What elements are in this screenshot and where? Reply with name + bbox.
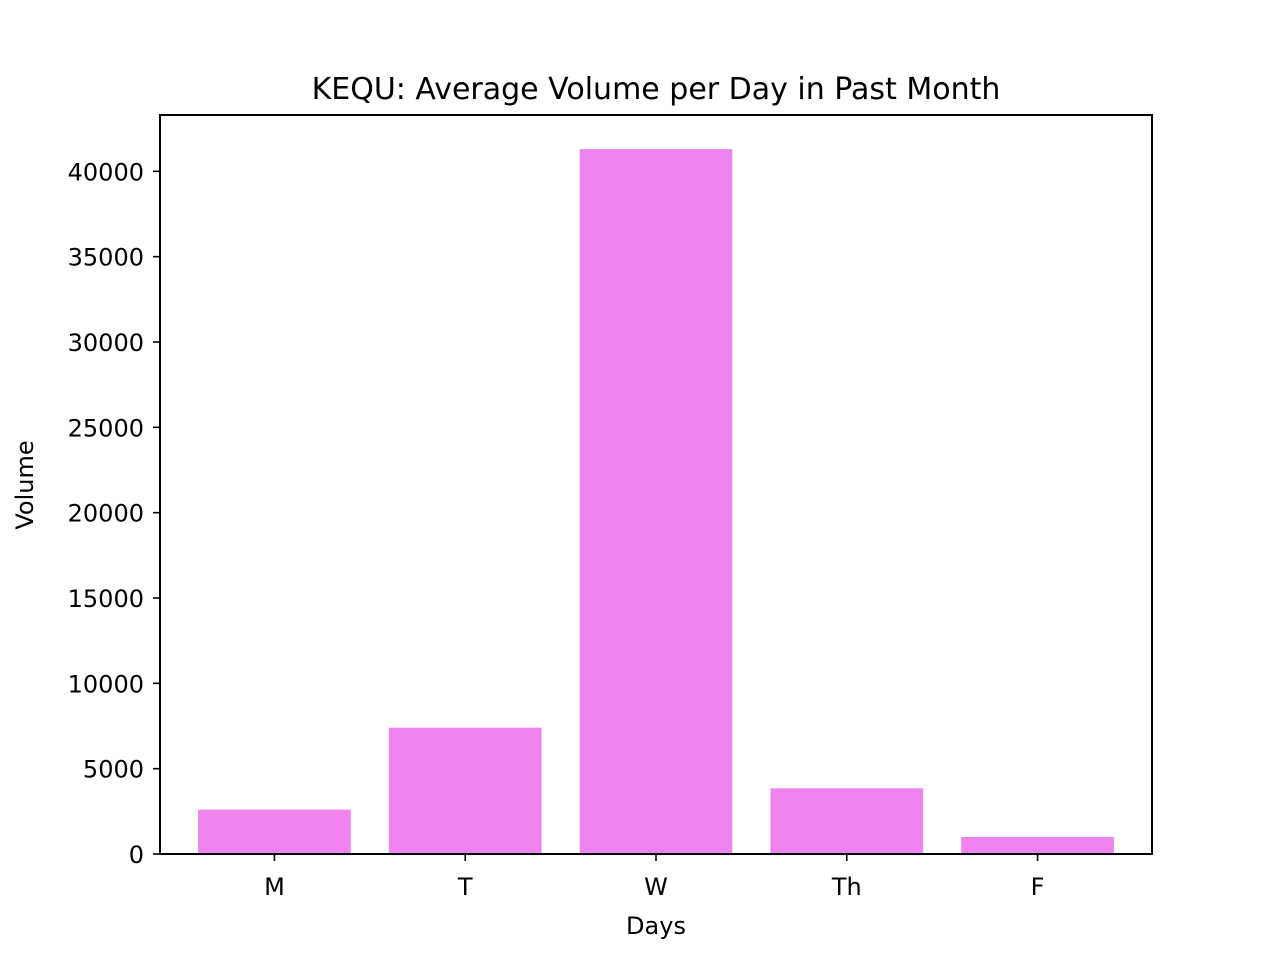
y-tick-label: 25000 (68, 414, 144, 442)
x-tick-label: Th (831, 873, 862, 901)
x-ticks-group: M T W Th F (264, 854, 1044, 901)
x-tick-label: T (457, 873, 473, 901)
x-tick-label: W (644, 873, 668, 901)
y-tick-label: 40000 (68, 158, 144, 186)
bar-m (198, 809, 351, 854)
bar-th (770, 788, 924, 854)
y-tick-label: 30000 (68, 329, 144, 357)
y-tick-label: 0 (129, 841, 144, 869)
y-tick-label: 15000 (68, 585, 144, 613)
axes-frame (159, 114, 1153, 855)
chart-title: KEQU: Average Volume per Day in Past Mon… (312, 72, 1001, 107)
bar-t (388, 727, 542, 854)
x-axis-label: Days (626, 912, 686, 940)
y-tick-label: 10000 (68, 670, 144, 698)
x-tick-label: M (264, 873, 285, 901)
y-tick-label: 35000 (68, 244, 144, 272)
bar-w (579, 149, 733, 855)
y-ticks-group: 0 5000 10000 15000 20000 25000 30000 35000 40000 (68, 158, 160, 869)
y-tick-label: 5000 (83, 756, 144, 784)
y-tick-label: 20000 (68, 500, 144, 528)
x-tick-label: F (1031, 873, 1045, 901)
bar-f (961, 836, 1114, 854)
bars-group (198, 149, 1114, 855)
y-axis-label: Volume (11, 440, 39, 529)
